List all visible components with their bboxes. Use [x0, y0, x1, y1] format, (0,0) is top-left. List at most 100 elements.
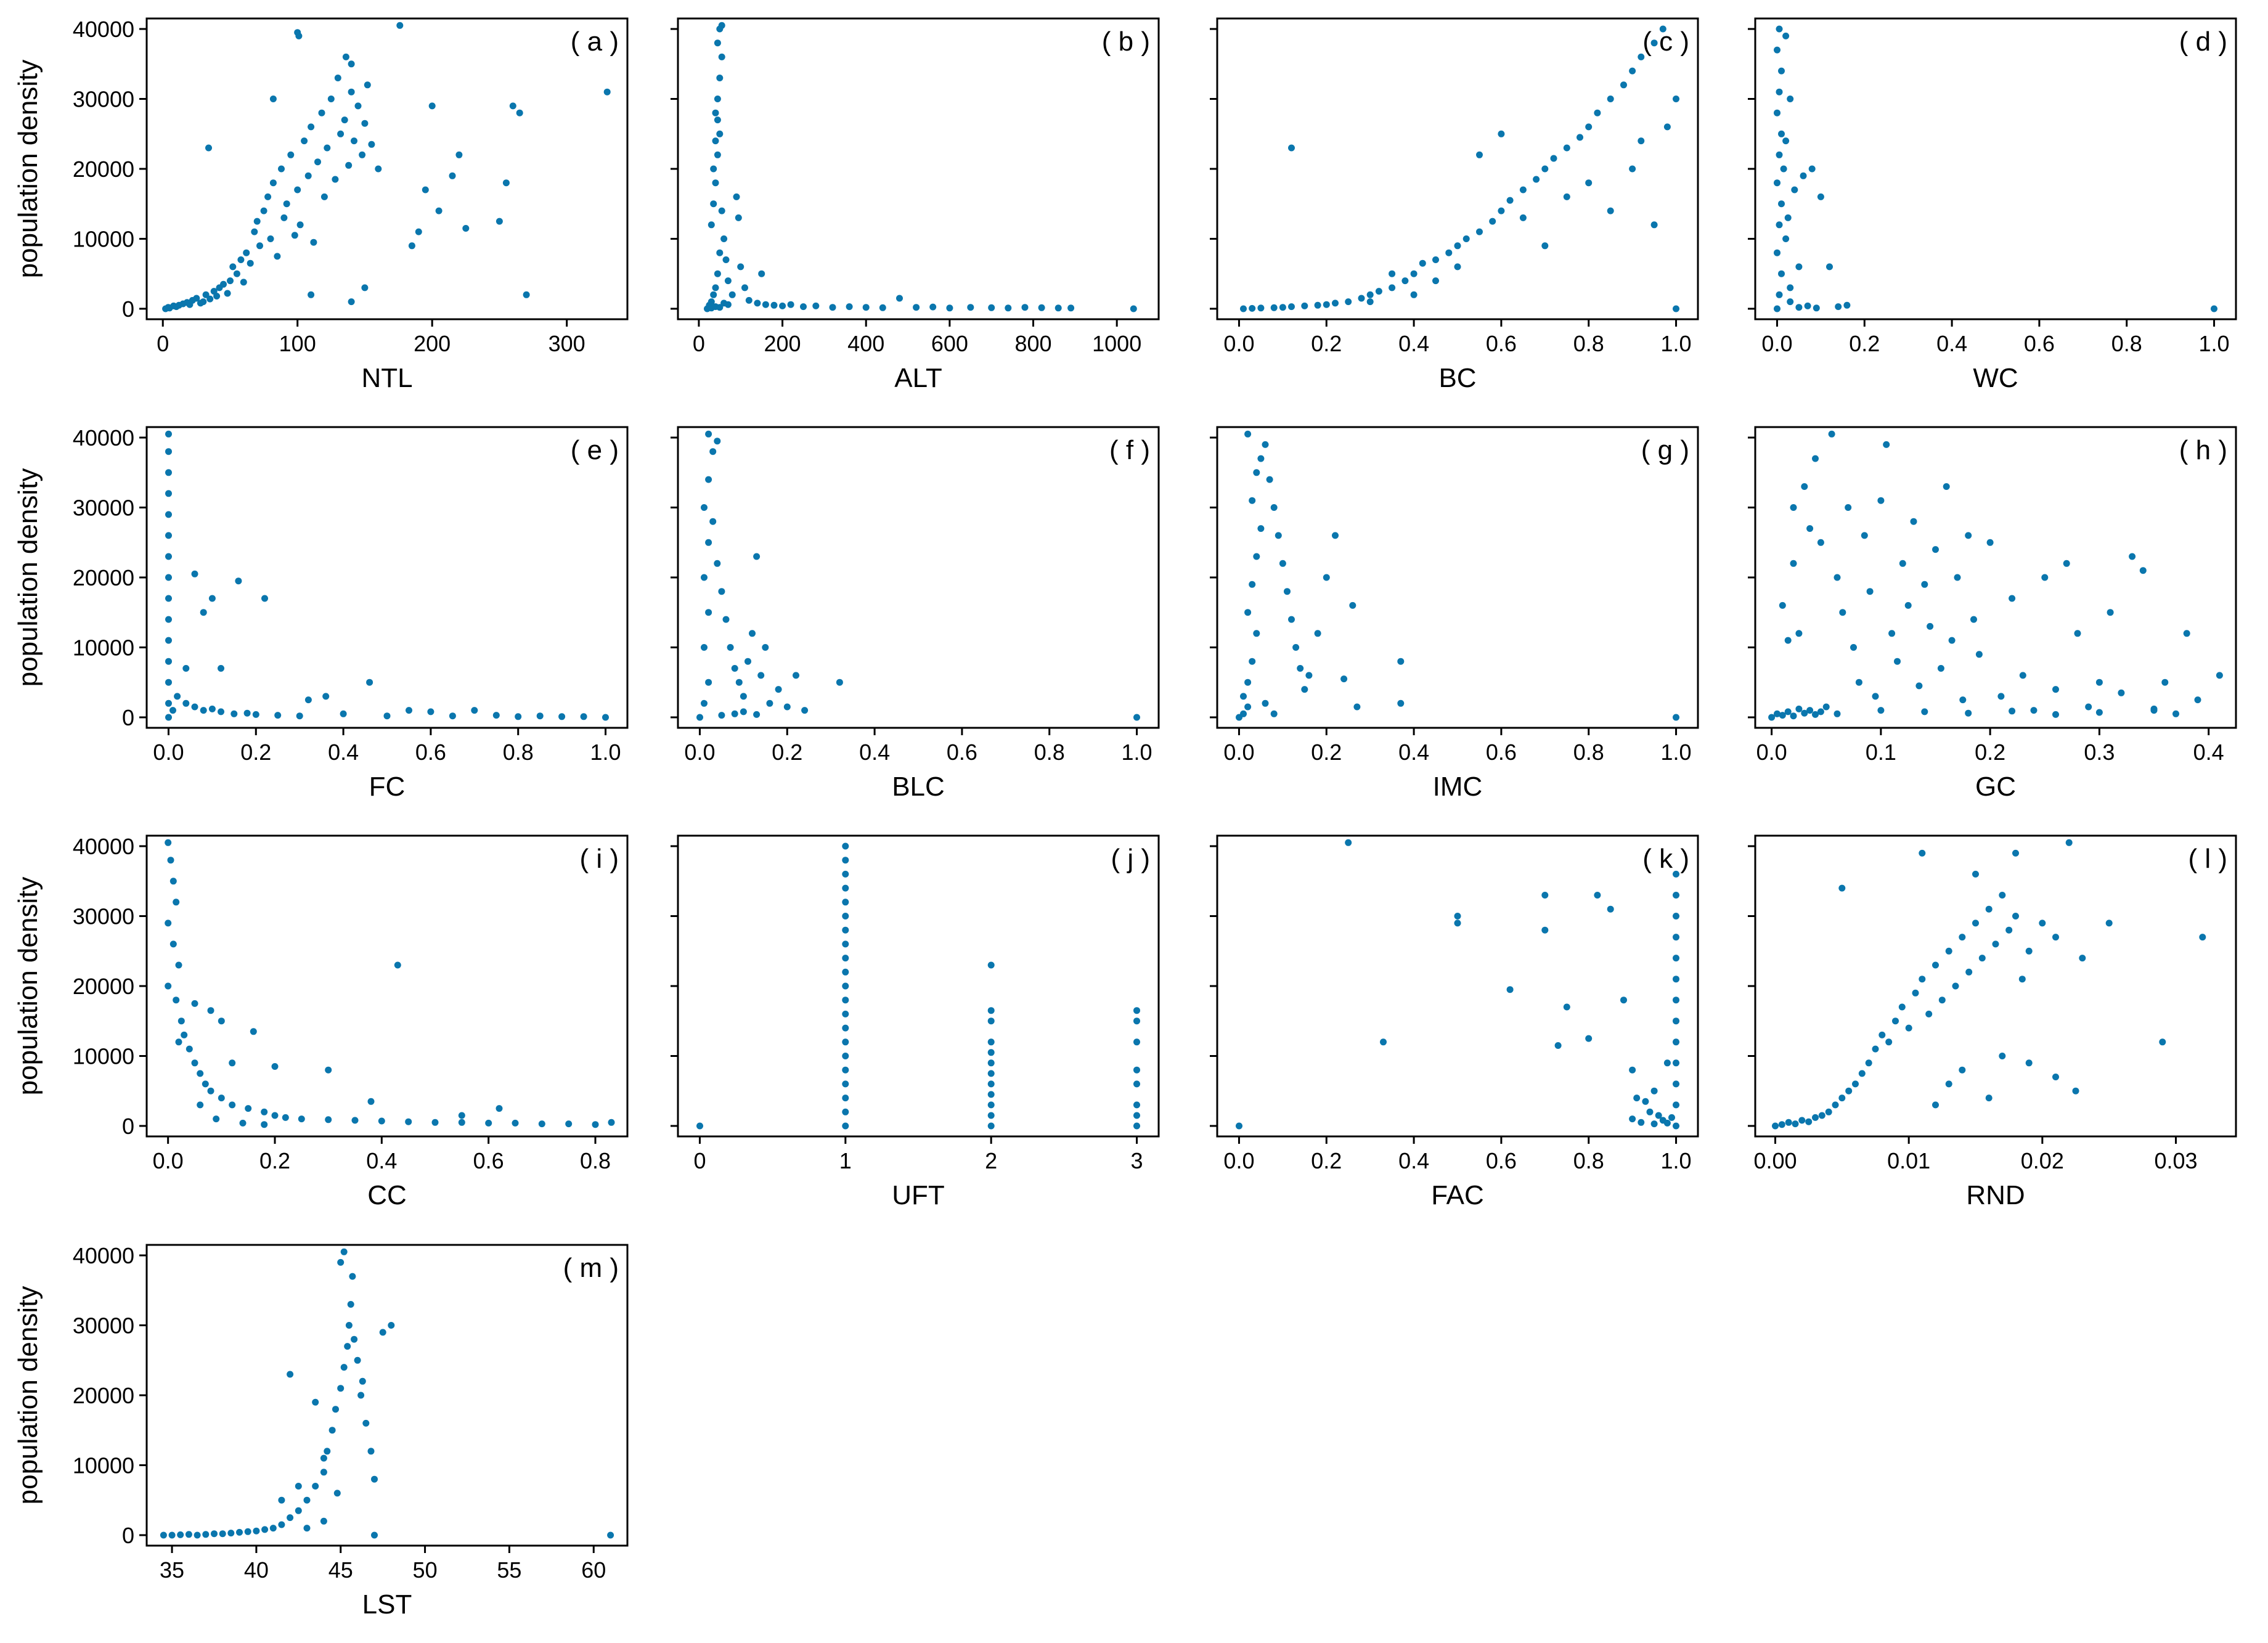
x-tick-label: 0.2: [1311, 740, 1342, 765]
data-point: [1620, 997, 1627, 1004]
x-tick-label: 0.0: [153, 740, 184, 765]
data-point: [718, 53, 725, 60]
data-point: [714, 116, 721, 124]
data-point: [1785, 1119, 1792, 1126]
data-point: [191, 570, 198, 577]
data-point: [295, 32, 303, 39]
data-point: [312, 1398, 319, 1406]
x-tick-label: 0.0: [1223, 331, 1254, 356]
data-point: [1787, 96, 1794, 102]
data-point: [1244, 430, 1252, 438]
data-point: [229, 1101, 236, 1109]
data-point: [2150, 705, 2158, 712]
data-point: [724, 301, 732, 308]
data-point: [227, 1530, 235, 1537]
data-point: [1817, 708, 1824, 716]
data-point: [301, 137, 308, 145]
data-point: [1323, 301, 1330, 308]
data-point: [762, 644, 769, 651]
data-point: [310, 238, 317, 246]
data-point: [720, 235, 728, 242]
data-point: [1792, 1120, 1799, 1128]
data-point: [701, 504, 708, 511]
axes-frame: [145, 1244, 629, 1547]
data-point: [842, 842, 849, 850]
data-point: [1784, 637, 1792, 644]
data-point: [471, 707, 478, 714]
data-point: [1410, 270, 1418, 277]
x-tick-label: 0.2: [1311, 1148, 1342, 1173]
data-point: [165, 448, 172, 455]
data-point: [1380, 1038, 1387, 1046]
data-point: [1563, 1003, 1570, 1011]
data-point: [1790, 560, 1797, 567]
data-point: [1872, 1045, 1879, 1053]
data-point: [236, 1528, 243, 1536]
x-tick-label: 0.8: [1573, 331, 1604, 356]
data-point: [334, 75, 341, 81]
data-point: [1332, 532, 1339, 539]
data-point: [536, 712, 544, 720]
data-point: [325, 1116, 332, 1123]
data-point: [1782, 32, 1790, 39]
data-point: [946, 304, 953, 312]
data-point: [1845, 504, 1852, 511]
data-point: [325, 1066, 332, 1074]
x-tick-label: 0.0: [153, 1148, 184, 1173]
data-point: [1133, 1017, 1140, 1025]
data-point: [211, 1530, 218, 1538]
panel-m: 35 40 45 50 55 60 0 10000 20000 30000 40000 LST popu…: [13, 1243, 629, 1620]
data-point: [1784, 214, 1792, 221]
data-point: [516, 109, 523, 116]
data-point: [1476, 151, 1483, 158]
data-point: [1244, 703, 1252, 711]
data-point: [731, 665, 738, 672]
data-point: [1782, 235, 1790, 242]
data-point: [724, 277, 732, 285]
data-point: [2159, 1038, 2166, 1046]
data-point: [278, 1496, 285, 1504]
data-point: [193, 295, 200, 302]
x-axis-label: RND: [1966, 1180, 2025, 1210]
data-point: [348, 298, 355, 306]
data-point: [304, 696, 312, 704]
data-point: [708, 298, 715, 306]
data-point: [1638, 1119, 1645, 1126]
data-point: [1790, 504, 1797, 511]
x-tick-label: 800: [1014, 331, 1051, 356]
y-axis-label: population density: [13, 468, 43, 687]
data-point: [2161, 679, 2169, 686]
data-point: [842, 899, 849, 906]
data-point: [1912, 989, 1919, 997]
data-point: [182, 699, 190, 707]
x-tick-label: 3: [1131, 1148, 1143, 1173]
panel-label: ( c ): [1642, 26, 1689, 57]
data-point: [1673, 1101, 1679, 1109]
x-tick-label: 200: [764, 331, 801, 356]
data-point: [1389, 284, 1396, 292]
data-point: [758, 270, 765, 277]
y-tick-label: 40000: [73, 425, 134, 450]
data-point: [1266, 476, 1273, 483]
data-point: [252, 711, 259, 718]
data-point: [696, 714, 703, 721]
data-point: [1270, 304, 1278, 311]
data-point: [367, 1448, 375, 1455]
data-point: [1787, 284, 1794, 292]
data-point: [2211, 305, 2217, 312]
data-point: [274, 253, 281, 260]
data-point: [239, 1119, 247, 1127]
data-point: [1332, 300, 1339, 307]
data-point: [1650, 39, 1658, 47]
data-point: [333, 1490, 341, 1497]
data-point: [271, 1063, 279, 1070]
data-point: [337, 1258, 345, 1266]
data-point: [327, 96, 335, 102]
y-axis-label: population density: [13, 1286, 43, 1505]
data-point: [165, 490, 172, 497]
data-point: [1257, 304, 1265, 312]
data-point: [1925, 1010, 1933, 1017]
axes-frame: [1216, 426, 1699, 729]
data-point: [165, 839, 172, 846]
data-point: [733, 193, 740, 200]
